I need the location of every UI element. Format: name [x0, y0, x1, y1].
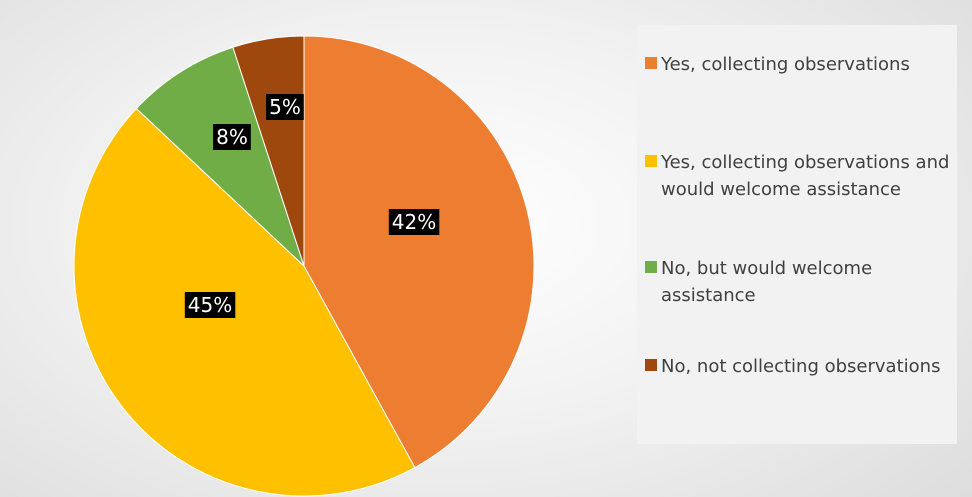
- data-label: 45%: [184, 292, 236, 318]
- data-label: 8%: [213, 124, 251, 150]
- data-label-text: 42%: [392, 210, 436, 234]
- data-label-background: [266, 94, 304, 120]
- legend-swatch: [645, 57, 657, 69]
- legend: Yes, collecting observations Yes, collec…: [637, 25, 957, 444]
- data-label-background: [388, 209, 440, 235]
- legend-item: No, not collecting observations: [645, 353, 957, 380]
- legend-item: Yes, collecting observations and would w…: [645, 149, 957, 203]
- data-label-text: 5%: [269, 95, 301, 119]
- pie-slices: [73, 35, 535, 497]
- data-label-background: [213, 124, 251, 150]
- legend-item: No, but would welcome assistance: [645, 255, 957, 309]
- legend-item: Yes, collecting observations: [645, 51, 957, 78]
- pie-slice: [135, 46, 305, 267]
- data-label-text: 8%: [216, 125, 248, 149]
- legend-label: Yes, collecting observations: [661, 54, 910, 75]
- legend-label: Yes, collecting observations and would w…: [661, 152, 950, 200]
- pie-slice: [303, 35, 535, 469]
- pie-data-labels: 42% 45% 8% 5%: [184, 94, 440, 318]
- legend-swatch: [645, 155, 657, 167]
- legend-swatch: [645, 359, 657, 371]
- pie-slice: [73, 107, 416, 497]
- legend-label: No, but would welcome assistance: [661, 258, 873, 306]
- data-label-text: 45%: [188, 293, 232, 317]
- data-label: 42%: [388, 209, 440, 235]
- pie-slice: [232, 35, 305, 267]
- data-label: 5%: [266, 94, 304, 120]
- data-label-background: [184, 292, 236, 318]
- legend-swatch: [645, 261, 657, 273]
- legend-label: No, not collecting observations: [661, 356, 941, 377]
